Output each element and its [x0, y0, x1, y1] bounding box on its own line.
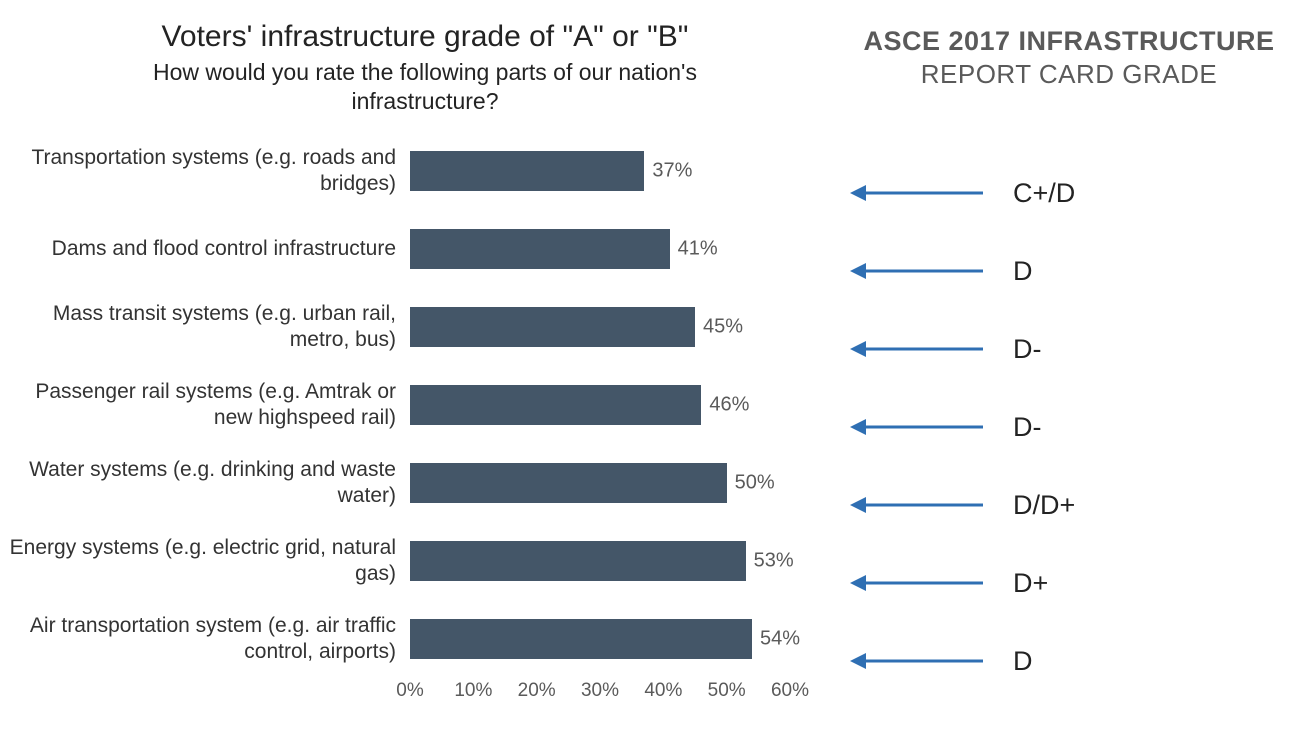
bar-value: 41% [678, 237, 718, 260]
chart-container: Voters' infrastructure grade of "A" or "… [0, 0, 1308, 754]
chart-subtitle: How would you rate the following parts o… [145, 58, 705, 116]
grade-arrow [850, 651, 995, 671]
bar-track: 45% [410, 307, 790, 347]
grade-row: D [850, 622, 1308, 700]
bar-label: Air transportation system (e.g. air traf… [0, 613, 410, 663]
grade-text: D- [1013, 334, 1042, 365]
x-tick: 20% [518, 680, 556, 702]
grade-row: D- [850, 310, 1308, 388]
bar-track: 53% [410, 541, 790, 581]
bar-label: Mass transit systems (e.g. urban rail, m… [0, 301, 410, 351]
x-axis: 0%10%20%30%40%50%60% [410, 680, 790, 710]
arrow-left-icon [850, 573, 985, 593]
arrow-left-icon [850, 651, 985, 671]
bar-label: Transportation systems (e.g. roads and b… [0, 145, 410, 195]
bar-label: Water systems (e.g. drinking and waste w… [0, 457, 410, 507]
bar-row: Transportation systems (e.g. roads and b… [0, 132, 850, 210]
x-tick: 0% [396, 680, 423, 702]
grade-row: C+/D [850, 154, 1308, 232]
arrow-left-icon [850, 183, 985, 203]
grade-text: D+ [1013, 568, 1048, 599]
left-panel: Voters' infrastructure grade of "A" or "… [0, 0, 850, 754]
bar-row: Passenger rail systems (e.g. Amtrak or n… [0, 366, 850, 444]
x-tick: 10% [454, 680, 492, 702]
bar-track: 54% [410, 619, 790, 659]
grade-arrow [850, 417, 995, 437]
grade-arrow [850, 261, 995, 281]
x-tick: 50% [708, 680, 746, 702]
x-tick: 40% [644, 680, 682, 702]
bar-value: 45% [703, 315, 743, 338]
bar-value: 50% [735, 471, 775, 494]
grade-arrow [850, 183, 995, 203]
bar-rows: Transportation systems (e.g. roads and b… [0, 132, 850, 678]
bar [410, 307, 695, 347]
x-tick: 60% [771, 680, 809, 702]
chart-title: Voters' infrastructure grade of "A" or "… [0, 20, 850, 54]
grade-column: C+/D D D- D- D/D+ D+ D [850, 154, 1308, 700]
grade-text: D- [1013, 412, 1042, 443]
arrow-left-icon [850, 495, 985, 515]
right-panel: ASCE 2017 INFRASTRUCTURE REPORT CARD GRA… [850, 0, 1308, 754]
bar-row: Dams and flood control infrastructure 41% [0, 210, 850, 288]
arrow-left-icon [850, 339, 985, 359]
right-title: ASCE 2017 INFRASTRUCTURE [850, 26, 1288, 57]
bar-track: 37% [410, 151, 790, 191]
bar-track: 46% [410, 385, 790, 425]
bar [410, 463, 727, 503]
grade-text: D [1013, 256, 1033, 287]
bar-row: Energy systems (e.g. electric grid, natu… [0, 522, 850, 600]
bar-label: Passenger rail systems (e.g. Amtrak or n… [0, 379, 410, 429]
bar-label: Energy systems (e.g. electric grid, natu… [0, 535, 410, 585]
bar-value: 53% [754, 549, 794, 572]
bar [410, 619, 752, 659]
grade-arrow [850, 495, 995, 515]
grade-text: D [1013, 646, 1033, 677]
bar [410, 385, 701, 425]
grade-text: C+/D [1013, 178, 1075, 209]
bar-value: 46% [709, 393, 749, 416]
chart-area: Transportation systems (e.g. roads and b… [0, 132, 850, 712]
bar-value: 37% [652, 159, 692, 182]
grade-row: D/D+ [850, 466, 1308, 544]
grade-row: D [850, 232, 1308, 310]
bar-row: Water systems (e.g. drinking and waste w… [0, 444, 850, 522]
bar-label: Dams and flood control infrastructure [0, 236, 410, 261]
bar-row: Air transportation system (e.g. air traf… [0, 600, 850, 678]
bar [410, 229, 670, 269]
grade-row: D- [850, 388, 1308, 466]
bar-track: 50% [410, 463, 790, 503]
right-subtitle: REPORT CARD GRADE [850, 59, 1288, 90]
bar [410, 151, 644, 191]
grade-text: D/D+ [1013, 490, 1075, 521]
x-tick: 30% [581, 680, 619, 702]
bar-row: Mass transit systems (e.g. urban rail, m… [0, 288, 850, 366]
bar [410, 541, 746, 581]
grade-arrow [850, 573, 995, 593]
bar-value: 54% [760, 627, 800, 650]
arrow-left-icon [850, 417, 985, 437]
arrow-left-icon [850, 261, 985, 281]
grade-arrow [850, 339, 995, 359]
bar-track: 41% [410, 229, 790, 269]
grade-row: D+ [850, 544, 1308, 622]
